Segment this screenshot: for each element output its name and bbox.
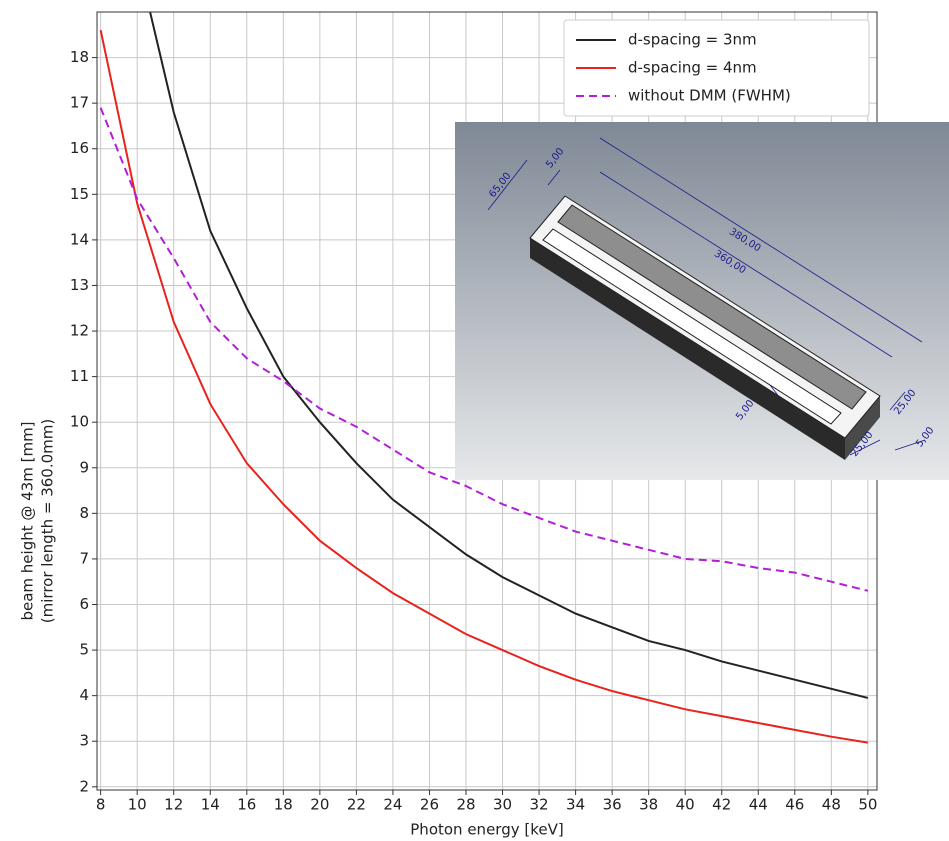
- x-tick-label: 48: [822, 796, 841, 814]
- y-tick-label: 12: [70, 322, 89, 340]
- y-tick-label: 14: [70, 230, 89, 248]
- x-tick-label: 46: [785, 796, 804, 814]
- x-tick-label: 30: [493, 796, 512, 814]
- y-tick-label: 15: [70, 185, 89, 203]
- x-tick-label: 34: [566, 796, 585, 814]
- x-tick-label: 28: [456, 796, 475, 814]
- x-tick-label: 50: [858, 796, 877, 814]
- x-tick-label: 42: [712, 796, 731, 814]
- y-tick-label: 9: [79, 458, 89, 476]
- x-tick-label: 38: [639, 796, 658, 814]
- legend-label: without DMM (FWHM): [628, 87, 791, 105]
- y-tick-label: 17: [70, 94, 89, 112]
- x-tick-label: 44: [749, 796, 768, 814]
- y-axis-label: beam height @ 43m [mm]: [19, 421, 37, 620]
- x-tick-label: 22: [347, 796, 366, 814]
- y-tick-label: 11: [70, 367, 89, 385]
- x-tick-label: 20: [310, 796, 329, 814]
- y-tick-label: 4: [79, 686, 89, 704]
- y-tick-label: 10: [70, 413, 89, 431]
- y-tick-label: 3: [79, 732, 89, 750]
- x-tick-label: 32: [530, 796, 549, 814]
- y-tick-label: 6: [79, 595, 89, 613]
- legend-label: d-spacing = 4nm: [628, 59, 757, 77]
- x-tick-label: 36: [603, 796, 622, 814]
- x-tick-label: 24: [383, 796, 402, 814]
- x-tick-label: 16: [237, 796, 256, 814]
- x-tick-label: 12: [164, 796, 183, 814]
- legend: d-spacing = 3nm d-spacing = 4nm without DM…: [564, 20, 869, 116]
- y-tick-label: 18: [70, 48, 89, 66]
- y-tick-label: 7: [79, 549, 89, 567]
- legend-label: d-spacing = 3nm: [628, 31, 757, 49]
- x-axis-label: Photon energy [keV]: [410, 821, 563, 839]
- x-tick-label: 8: [96, 796, 106, 814]
- y-axis-label: (mirror length = 360.0mm): [39, 419, 57, 623]
- y-tick-label: 5: [79, 641, 89, 659]
- x-tick-label: 14: [201, 796, 220, 814]
- x-tick-label: 18: [274, 796, 293, 814]
- y-tick-label: 8: [79, 504, 89, 522]
- x-tick-label: 10: [128, 796, 147, 814]
- y-tick-label: 16: [70, 139, 89, 157]
- x-tick-label: 26: [420, 796, 439, 814]
- y-tick-label: 13: [70, 276, 89, 294]
- chart: 2345678910111213141516171881012141618202…: [0, 0, 949, 841]
- y-tick-label: 2: [79, 777, 89, 795]
- x-tick-label: 40: [676, 796, 695, 814]
